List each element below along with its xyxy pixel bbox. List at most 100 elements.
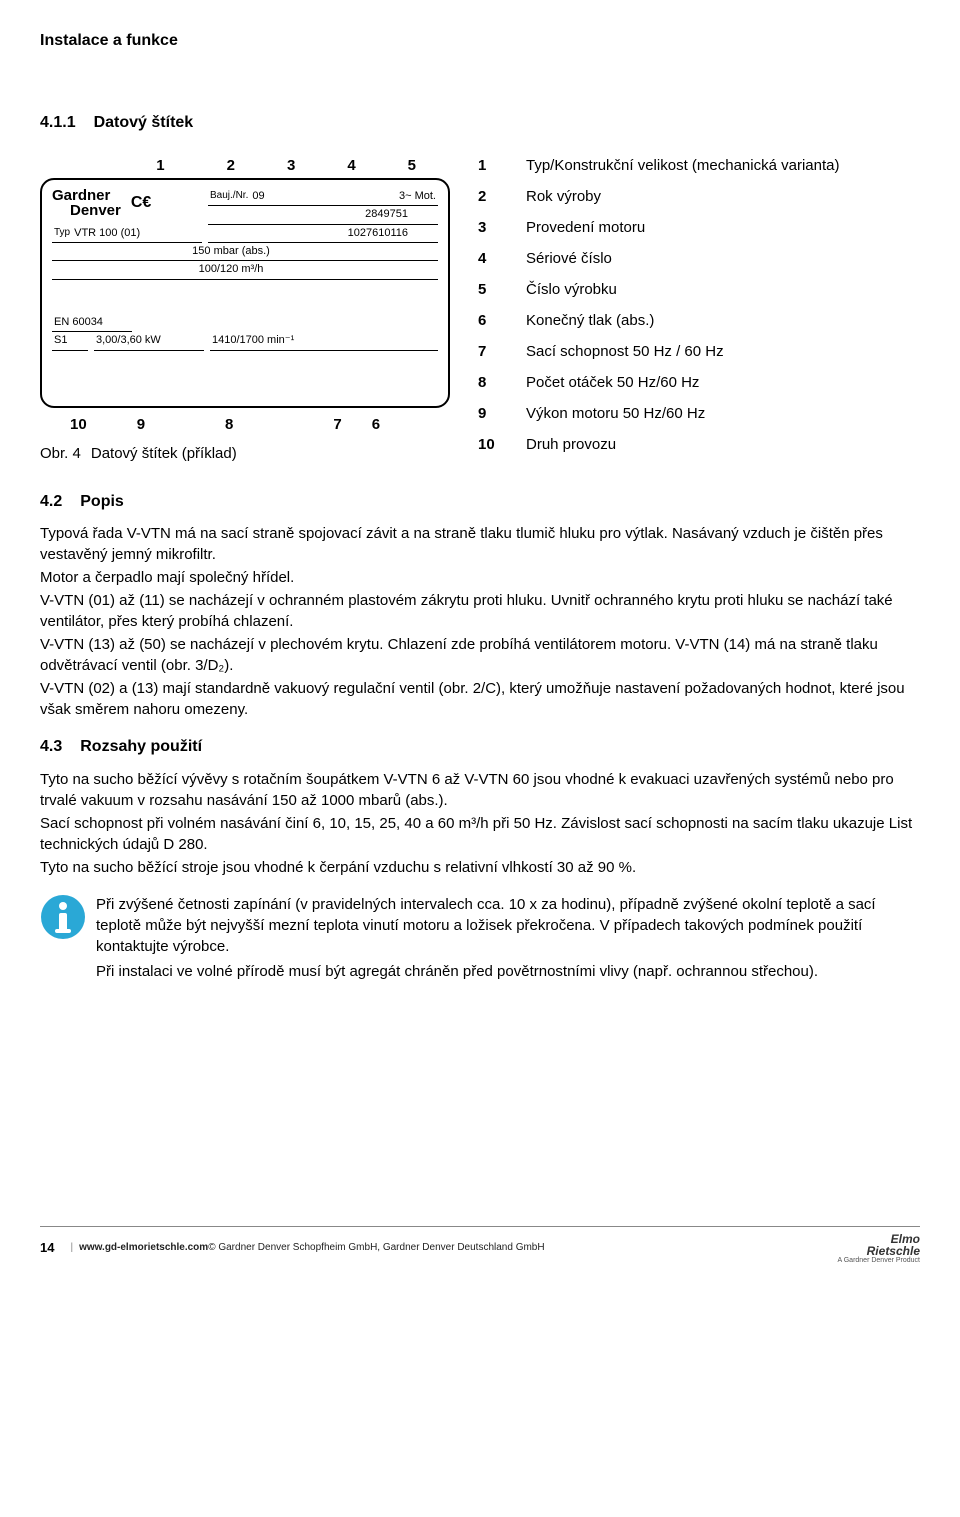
legend-item: 2Rok výroby <box>478 186 920 207</box>
callout-4: 4 <box>347 155 355 176</box>
power-value: 3,00/3,60 kW <box>96 333 161 348</box>
legend-num: 3 <box>478 217 526 238</box>
footer-copyright: © Gardner Denver Schopfheim GmbH, Gardne… <box>208 1241 544 1255</box>
ce-mark: C€ <box>131 192 151 214</box>
typ-label: Typ <box>54 226 70 240</box>
info-icon <box>40 894 86 940</box>
callout-6: 6 <box>372 414 380 435</box>
section-42-text: Popis <box>80 493 124 510</box>
brand-line2: Rietschle <box>867 1244 920 1258</box>
section-43-text: Rozsahy použití <box>80 738 202 755</box>
bauj-label: Bauj./Nr. <box>210 189 248 203</box>
info-p: Při instalaci ve volné přírodě musí být … <box>96 961 920 982</box>
page-footer: 14 | www.gd-elmorietschle.com © Gardner … <box>40 1226 920 1264</box>
flow-value: 100/120 m³/h <box>199 262 264 277</box>
section-411-title: 4.1.1 Datový štítek <box>40 112 920 134</box>
legend-num: 8 <box>478 372 526 393</box>
flow-line: 100/120 m³/h <box>52 261 438 279</box>
section-411-num: 4.1.1 <box>40 114 76 131</box>
callout-3: 3 <box>287 155 295 176</box>
info-p: Při zvýšené četnosti zapínání (v pravide… <box>96 894 920 957</box>
brand-tagline: A Gardner Denver Product <box>838 1257 921 1264</box>
legend-num: 5 <box>478 279 526 300</box>
info-note: Při zvýšené četnosti zapínání (v pravide… <box>40 894 920 986</box>
legend-text: Výkon motoru 50 Hz/60 Hz <box>526 403 920 424</box>
legend-list: 1Typ/Konstrukční velikost (mechanická va… <box>478 155 920 465</box>
pressure-value: 150 mbar (abs.) <box>192 244 270 259</box>
legend-text: Provedení motoru <box>526 217 920 238</box>
typ-line: Typ VTR 100 (01) <box>52 225 202 243</box>
rozsahy-body: Tyto na sucho běžící vývěvy s rotačním š… <box>40 769 920 878</box>
bauj-line: Bauj./Nr. 09 3~ Mot. <box>208 188 438 206</box>
legend-text: Druh provozu <box>526 434 920 455</box>
section-42-title: 4.2 Popis <box>40 491 920 513</box>
legend-item: 7Sací schopnost 50 Hz / 60 Hz <box>478 341 920 362</box>
popis-p: Motor a čerpadlo mají společný hřídel. <box>40 567 920 588</box>
section-43-num: 4.3 <box>40 738 62 755</box>
legend-text: Počet otáček 50 Hz/60 Hz <box>526 372 920 393</box>
legend-num: 2 <box>478 186 526 207</box>
callout-numbers-top: 1 2 3 4 5 <box>40 155 450 178</box>
legend-text: Konečný tlak (abs.) <box>526 310 920 331</box>
typ-value: VTR 100 (01) <box>74 226 140 241</box>
serial-line: 2849751 <box>208 206 438 224</box>
en-value: EN 60034 <box>54 315 103 330</box>
legend-item: 10Druh provozu <box>478 434 920 455</box>
s1-line: S1 <box>52 332 88 350</box>
s1-value: S1 <box>54 333 67 348</box>
rpm-value: 1410/1700 min⁻¹ <box>212 333 294 348</box>
power-line: 3,00/3,60 kW <box>94 332 204 350</box>
info-text: Při zvýšené četnosti zapínání (v pravide… <box>96 894 920 986</box>
figure-text: Datový štítek (příklad) <box>91 445 237 462</box>
legend-item: 8Počet otáček 50 Hz/60 Hz <box>478 372 920 393</box>
legend-num: 4 <box>478 248 526 269</box>
pressure-line: 150 mbar (abs.) <box>52 243 438 261</box>
footer-url: www.gd-elmorietschle.com <box>79 1241 208 1255</box>
section-43-title: 4.3 Rozsahy použití <box>40 736 920 758</box>
legend-item: 5Číslo výrobku <box>478 279 920 300</box>
legend-num: 1 <box>478 155 526 176</box>
footer-brand: Elmo Rietschle A Gardner Denver Product <box>838 1233 921 1264</box>
callout-9: 9 <box>137 414 145 435</box>
nameplate-figure: 1 2 3 4 5 Gardner Denver C€ <box>40 155 450 464</box>
artnr-value: 1027610116 <box>348 226 408 241</box>
legend-item: 1Typ/Konstrukční velikost (mechanická va… <box>478 155 920 176</box>
legend-text: Sací schopnost 50 Hz / 60 Hz <box>526 341 920 362</box>
legend-text: Rok výroby <box>526 186 920 207</box>
legend-text: Číslo výrobku <box>526 279 920 300</box>
legend-item: 6Konečný tlak (abs.) <box>478 310 920 331</box>
rozsahy-p: Sací schopnost při volném nasávání činí … <box>40 813 920 855</box>
popis-p: Typová řada V-VTN má na sací straně spoj… <box>40 523 920 565</box>
legend-text: Typ/Konstrukční velikost (mechanická var… <box>526 155 920 176</box>
logo-line2: Denver <box>52 203 121 218</box>
footer-divider: | <box>70 1241 73 1255</box>
callout-10: 10 <box>70 414 87 435</box>
rpm-line: 1410/1700 min⁻¹ <box>210 332 438 350</box>
popis-p: V-VTN (01) až (11) se nacházejí v ochran… <box>40 590 920 632</box>
figure-number: Obr. 4 <box>40 445 81 462</box>
logo-line1: Gardner <box>52 188 121 203</box>
legend-num: 9 <box>478 403 526 424</box>
callout-5: 5 <box>408 155 416 176</box>
legend-num: 10 <box>478 434 526 455</box>
popis-p: V-VTN (02) a (13) mají standardně vakuov… <box>40 678 920 720</box>
en-line: EN 60034 <box>52 314 132 332</box>
legend-num: 7 <box>478 341 526 362</box>
mot-value: 3~ Mot. <box>399 189 436 204</box>
figure-caption: Obr. 4 Datový štítek (příklad) <box>40 443 450 464</box>
callout-8: 8 <box>225 414 233 435</box>
page-header: Instalace a funkce <box>40 30 920 52</box>
section-42-num: 4.2 <box>40 493 62 510</box>
callout-1: 1 <box>156 155 164 176</box>
callout-7: 7 <box>333 414 341 435</box>
legend-item: 9Výkon motoru 50 Hz/60 Hz <box>478 403 920 424</box>
artnr-line: 1027610116 <box>208 225 438 243</box>
nameplate-plate: Gardner Denver C€ Bauj./Nr. 09 3~ Mot. 2… <box>40 178 450 408</box>
legend-item: 4Sériové číslo <box>478 248 920 269</box>
page-number: 14 <box>40 1239 54 1257</box>
callout-2: 2 <box>227 155 235 176</box>
popis-p: V-VTN (13) až (50) se nacházejí v plecho… <box>40 634 920 676</box>
section-411-text: Datový štítek <box>94 114 194 131</box>
rozsahy-p: Tyto na sucho běžící stroje jsou vhodné … <box>40 857 920 878</box>
legend-text: Sériové číslo <box>526 248 920 269</box>
